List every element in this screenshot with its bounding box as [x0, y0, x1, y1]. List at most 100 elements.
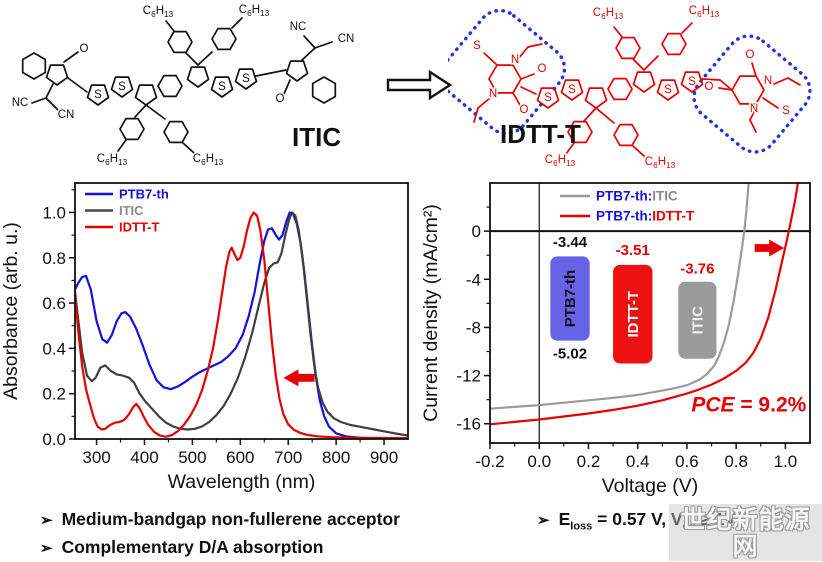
energy-bar-name: IDTT-T — [625, 291, 642, 338]
atom-label: S — [473, 40, 481, 52]
atom-label: O — [276, 93, 285, 105]
series-PTB7-th — [75, 211, 408, 439]
svg-text:900: 900 — [370, 448, 398, 467]
svg-text:700: 700 — [274, 448, 302, 467]
bullet-arrow-icon: ➢ — [537, 512, 550, 529]
bullet-text: Eloss = 0.57 V, Voc ≥ 1V — [558, 509, 737, 533]
atom-label: O — [80, 43, 89, 55]
svg-text:600: 600 — [226, 448, 254, 467]
atom-label: S — [242, 73, 250, 85]
abs-chart-axes: 300 400 500 600 700 800 900 0.0 0.2 0.4 0.6 0.8 1.0 W… — [0, 189, 398, 493]
bullet-arrow-icon: ➢ — [40, 512, 53, 529]
energy-level-value: -3.44 — [553, 234, 588, 251]
svg-text:0.8: 0.8 — [724, 452, 748, 471]
pce-annotation: PCE = 9.2% — [691, 394, 806, 417]
atom-label: O — [520, 104, 529, 116]
atom-label: N — [511, 54, 519, 66]
atom-label: S — [782, 105, 790, 117]
energy-level-value: -5.02 — [553, 346, 587, 363]
molecule-name-label: IDTT-T — [500, 119, 581, 149]
atom-label: N — [764, 75, 772, 87]
bullet-item: ➢ Eloss = 0.57 V, Voc ≥ 1V — [537, 506, 736, 540]
atom-label: C6H13 — [689, 5, 720, 19]
energy-level-value: -3.51 — [616, 242, 650, 259]
atom-label: C6H13 — [97, 153, 128, 167]
atom-label: C6H13 — [593, 7, 624, 21]
series-PTB7-th:ITIC — [490, 183, 750, 410]
svg-text:-0.2: -0.2 — [475, 452, 504, 471]
svg-text:PTB7-th: PTB7-th — [119, 187, 169, 202]
blueshift-arrow-icon — [283, 369, 315, 387]
svg-text:-8: -8 — [466, 318, 481, 337]
endgroup-highlight-box — [692, 34, 812, 154]
series-ITIC — [75, 211, 408, 437]
series-PTB7-th:IDTT-T — [490, 183, 799, 426]
energy-level-value: -3.76 — [680, 260, 714, 277]
svg-text:1.0: 1.0 — [774, 452, 798, 471]
watermark-site-name: 世纪新能源网 — [680, 506, 811, 561]
jv-chart-series — [490, 183, 799, 426]
svg-text:0.6: 0.6 — [42, 294, 66, 313]
atom-label: S — [94, 89, 102, 101]
atom-label: NC — [12, 97, 29, 109]
jv-chart-axes: -0.2 0.0 0.2 0.4 0.6 0.8 1.0 0 -4 -8 -12 -16 Voltage… — [420, 204, 797, 497]
x-axis-label: Voltage (V) — [602, 475, 698, 497]
atom-label: N — [489, 88, 497, 100]
svg-text:PTB7-th:ITIC: PTB7-th:ITIC — [596, 189, 678, 204]
atom-label: C6H13 — [239, 4, 270, 18]
atom-label: C6H13 — [193, 153, 224, 167]
svg-text:0.6: 0.6 — [675, 452, 699, 471]
bullet-text: Medium-bandgap non-fullerene acceptor — [61, 509, 400, 529]
voc-shift-arrow-icon — [754, 239, 785, 257]
atom-label: S — [544, 92, 552, 104]
energy-bar-name: PTB7-th — [562, 270, 579, 328]
atom-label: N — [750, 103, 758, 115]
svg-text:1.0: 1.0 — [42, 203, 66, 222]
atom-label: C6H13 — [645, 156, 676, 170]
atom-label: S — [568, 84, 576, 96]
svg-text:0.8: 0.8 — [42, 249, 66, 268]
atom-label: NC — [290, 21, 307, 33]
atom-label: S — [218, 81, 226, 93]
bullet-text: Complementary D/A absorption — [61, 537, 324, 557]
svg-text:PTB7-th:IDTT-T: PTB7-th:IDTT-T — [596, 209, 695, 224]
abs-chart-series — [75, 211, 408, 439]
svg-text:0.0: 0.0 — [42, 430, 66, 449]
energy-bar — [613, 264, 653, 364]
atom-label: S — [118, 81, 126, 93]
energy-bar-name: ITIC — [689, 306, 706, 334]
energy-level-inset: PTB7-th -3.44 -5.02 IDTT-T -3.51 ITIC -3.76 — [550, 234, 717, 364]
svg-text:0.0: 0.0 — [527, 452, 551, 471]
svg-text:0.4: 0.4 — [42, 339, 66, 358]
svg-text:-16: -16 — [456, 415, 481, 434]
bullet-item: ➢ Medium-bandgap non-fullerene acceptor — [40, 506, 400, 534]
svg-text:-4: -4 — [466, 270, 481, 289]
atom-label: S — [664, 84, 672, 96]
transformation-arrow-icon — [386, 70, 453, 100]
atom-label: O — [705, 81, 714, 93]
bullet-list-right: ➢ Eloss = 0.57 V, Voc ≥ 1V — [537, 506, 736, 540]
svg-text:0.4: 0.4 — [626, 452, 650, 471]
energy-bar — [678, 281, 717, 359]
bullet-arrow-icon: ➢ — [40, 540, 53, 557]
x-axis-label: Wavelength (nm) — [168, 471, 316, 493]
itic-svg-drawing: O NC CN S S S S C6H13 C6H13 C6H13 C6H13 O NC CN ITIC — [10, 3, 356, 169]
chemical-structures-row: O NC CN S S S S C6H13 C6H13 C6H13 C6H13 O NC CN ITIC S… — [0, 0, 822, 178]
atom-label: O — [746, 49, 755, 61]
svg-text:-12: -12 — [456, 367, 481, 386]
atom-label: O — [538, 63, 547, 75]
bullet-item: ➢ Complementary D/A absorption — [40, 534, 400, 562]
atom-label: CN — [58, 109, 75, 121]
svg-text:800: 800 — [322, 448, 350, 467]
itic-structure: O NC CN S S S S C6H13 C6H13 C6H13 C6H13 O NC CN ITIC — [10, 3, 356, 169]
svg-text:400: 400 — [130, 448, 158, 467]
atom-label: CN — [338, 33, 355, 45]
energy-bar — [550, 256, 590, 341]
svg-text:500: 500 — [178, 448, 206, 467]
y-axis-label: Current density (mA/cm²) — [420, 204, 442, 422]
series-IDTT-T — [75, 211, 408, 439]
svg-text:0: 0 — [472, 222, 481, 241]
svg-text:0.2: 0.2 — [577, 452, 601, 471]
